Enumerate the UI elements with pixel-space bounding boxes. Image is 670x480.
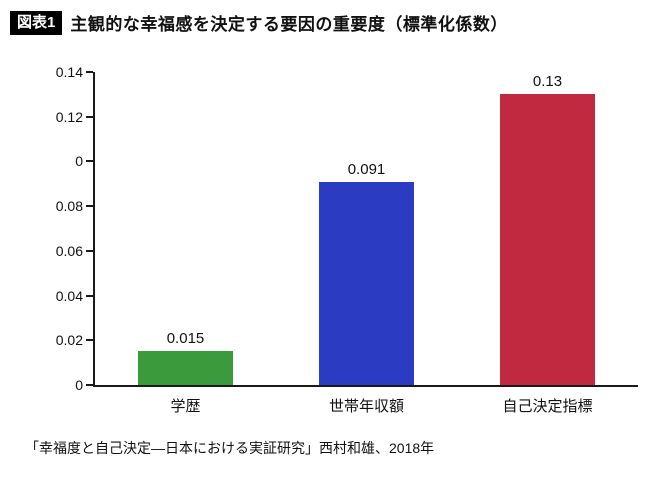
source-note: 「幸福度と自己決定―日本における実証研究」西村和雄、2018年 (25, 440, 435, 456)
bar (319, 181, 414, 385)
y-axis-tick-label: 0.04 (55, 287, 83, 304)
figure-badge: 図表1 (10, 10, 63, 35)
y-axis-tick-mark (86, 205, 93, 208)
bar (138, 351, 233, 385)
x-axis-category-label: 学歴 (170, 398, 201, 415)
y-axis-tick-label: 0.14 (55, 64, 83, 80)
plot-area: 0.015 学歴 0.091 世帯年収額 0.13 自己決定指標 0 0.02 0.04 0.0… (56, 64, 638, 415)
y-axis-line (93, 72, 95, 387)
chart-title: 主観的な幸福感を決定する要因の重要度（標準化係数） (70, 15, 508, 34)
y-axis-tick-mark (86, 71, 93, 73)
bar (500, 94, 595, 385)
bars-container: 0.015 学歴 0.091 世帯年収額 0.13 自己決定指標 (95, 72, 638, 415)
y-axis-tick-mark (86, 115, 93, 118)
x-axis-category-label: 世帯年収額 (328, 398, 405, 415)
y-axis-tick-mark (86, 249, 93, 252)
y-axis-tick-mark (86, 294, 93, 297)
bar-value-label: 0.13 (532, 73, 563, 91)
bar-group: 0.091 世帯年収額 (319, 72, 414, 415)
x-axis-category-label: 自己決定指標 (502, 398, 593, 415)
y-axis-tick-mark (86, 384, 93, 386)
bar-value-label: 0.015 (166, 330, 205, 348)
y-axis-tick-label: 0 (75, 377, 83, 393)
bar-group: 0.015 学歴 (138, 72, 233, 415)
y-axis-tick-label: 0.12 (55, 108, 83, 125)
chart-header: 図表1 主観的な幸福感を決定する要因の重要度（標準化係数） (10, 10, 508, 35)
x-axis-line (93, 385, 638, 387)
y-axis-tick-label: 0.06 (55, 242, 83, 259)
y-axis-tick-mark (86, 339, 93, 342)
y-axis-tick-label: 0 (75, 153, 83, 170)
bar-group: 0.13 自己決定指標 (500, 72, 595, 415)
y-axis-tick-label: 0.08 (55, 198, 83, 215)
y-axis-tick-label: 0.02 (55, 332, 83, 349)
y-axis-tick-mark (86, 160, 93, 163)
bar-value-label: 0.091 (347, 160, 386, 178)
